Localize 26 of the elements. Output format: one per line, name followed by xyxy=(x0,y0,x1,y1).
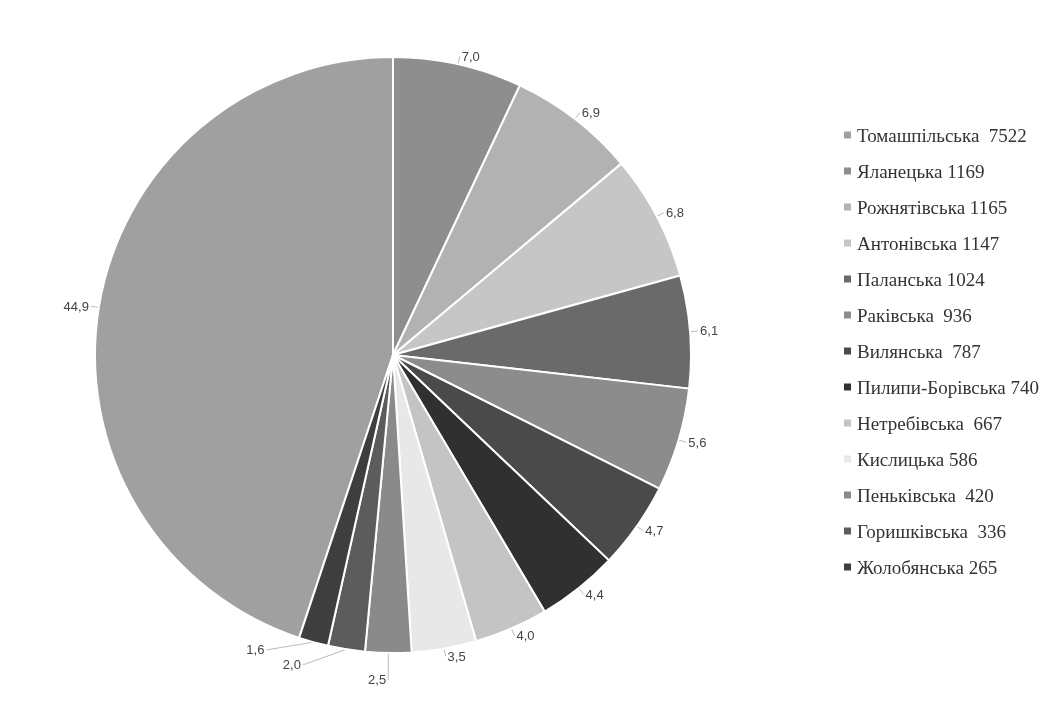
legend-label: Пеньківська 420 xyxy=(857,484,994,506)
data-label: 4,7 xyxy=(645,523,664,539)
legend-label: Вилянська 787 xyxy=(857,340,981,362)
legend-label: Томашпільська 7522 xyxy=(857,124,1027,146)
data-label: 1,6 xyxy=(246,642,265,658)
legend-label: Горишківська 336 xyxy=(857,520,1006,542)
legend-label: Жолобянська 265 xyxy=(857,556,998,578)
legend-label: Яланецька 1169 xyxy=(857,160,985,182)
legend-label: Раківська 936 xyxy=(857,304,972,326)
legend-label: Нетребівська 667 xyxy=(857,412,1002,434)
data-label: 2,5 xyxy=(368,672,387,688)
data-label: 6,9 xyxy=(581,105,600,121)
data-label: 7,0 xyxy=(461,48,480,64)
data-label: 2,0 xyxy=(282,657,301,673)
data-label: 6,8 xyxy=(665,205,684,221)
legend-label: Кислицька 586 xyxy=(857,448,978,470)
legend-label: Рожнятівська 1165 xyxy=(857,196,1008,218)
data-label: 44,9 xyxy=(63,298,89,314)
legend-label: Паланська 1024 xyxy=(857,268,986,290)
data-label: 6,1 xyxy=(700,323,719,339)
data-label: 4,0 xyxy=(516,628,535,644)
data-label: 4,4 xyxy=(585,586,604,602)
legend-label: Пилипи-Борівська 740 xyxy=(857,376,1040,398)
legend-label: Антонівська 1147 xyxy=(857,232,1000,254)
data-label: 5,6 xyxy=(688,434,707,450)
data-label: 3,5 xyxy=(447,648,466,664)
